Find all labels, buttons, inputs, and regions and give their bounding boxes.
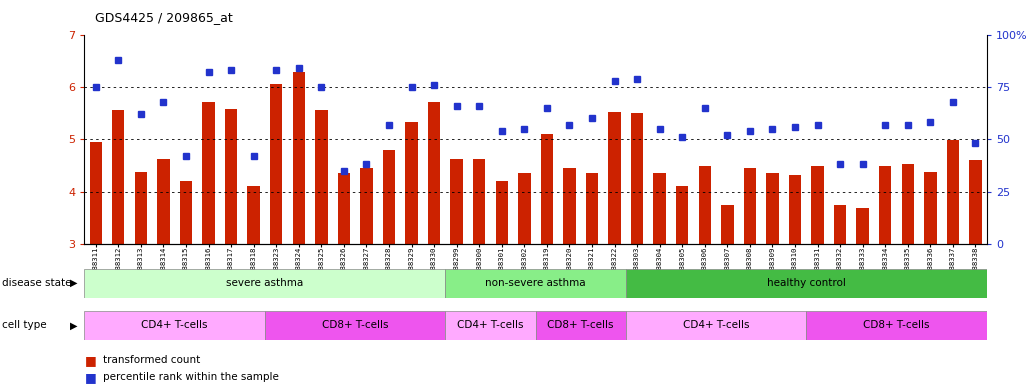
Bar	[857, 208, 869, 244]
Text: CD8+ T-cells: CD8+ T-cells	[322, 320, 388, 331]
Bar	[406, 122, 418, 244]
Bar	[947, 140, 959, 244]
Bar	[541, 134, 553, 244]
Bar	[969, 160, 982, 244]
Bar	[698, 166, 711, 244]
Text: ■: ■	[84, 354, 96, 367]
Bar	[84, 311, 265, 340]
Bar	[924, 172, 936, 244]
Text: disease state: disease state	[2, 278, 71, 288]
Text: GDS4425 / 209865_at: GDS4425 / 209865_at	[95, 12, 233, 25]
Bar	[834, 205, 847, 244]
Text: ■: ■	[84, 371, 96, 384]
Text: ▶: ▶	[70, 278, 77, 288]
Text: ▶: ▶	[70, 320, 77, 331]
Bar	[536, 311, 626, 340]
Bar	[338, 173, 350, 244]
Bar	[676, 186, 688, 244]
Text: CD8+ T-cells: CD8+ T-cells	[548, 320, 614, 331]
Bar	[879, 166, 891, 244]
Bar	[609, 112, 621, 244]
Bar	[473, 159, 485, 244]
Bar	[495, 181, 508, 244]
Bar	[180, 181, 193, 244]
Bar	[90, 142, 102, 244]
Bar	[158, 159, 170, 244]
Text: non-severe asthma: non-severe asthma	[485, 278, 586, 288]
Bar	[225, 109, 237, 244]
Bar	[806, 311, 987, 340]
Bar	[135, 172, 147, 244]
Bar	[360, 169, 373, 244]
Bar	[445, 311, 536, 340]
Bar	[293, 72, 305, 244]
Bar	[812, 166, 824, 244]
Text: severe asthma: severe asthma	[227, 278, 304, 288]
Bar	[383, 150, 396, 244]
Text: cell type: cell type	[2, 320, 46, 331]
Bar	[744, 168, 756, 244]
Text: CD8+ T-cells: CD8+ T-cells	[863, 320, 930, 331]
Text: healthy control: healthy control	[767, 278, 846, 288]
Bar	[518, 173, 530, 244]
Bar	[315, 111, 328, 244]
Bar	[766, 173, 779, 244]
Text: CD4+ T-cells: CD4+ T-cells	[457, 320, 523, 331]
Bar	[901, 164, 914, 244]
Bar	[631, 113, 644, 244]
Bar	[626, 311, 806, 340]
Bar	[84, 269, 445, 298]
Text: percentile rank within the sample: percentile rank within the sample	[103, 372, 279, 382]
Bar	[265, 311, 445, 340]
Text: transformed count: transformed count	[103, 355, 200, 365]
Text: CD4+ T-cells: CD4+ T-cells	[683, 320, 749, 331]
Bar	[653, 173, 665, 244]
Bar	[789, 175, 801, 244]
Text: CD4+ T-cells: CD4+ T-cells	[141, 320, 208, 331]
Bar	[445, 269, 626, 298]
Bar	[586, 173, 598, 244]
Bar	[626, 269, 987, 298]
Bar	[721, 205, 733, 244]
Bar	[270, 84, 282, 244]
Bar	[427, 101, 440, 244]
Bar	[112, 111, 125, 244]
Bar	[247, 186, 260, 244]
Bar	[450, 159, 462, 244]
Bar	[202, 101, 214, 244]
Bar	[563, 169, 576, 244]
